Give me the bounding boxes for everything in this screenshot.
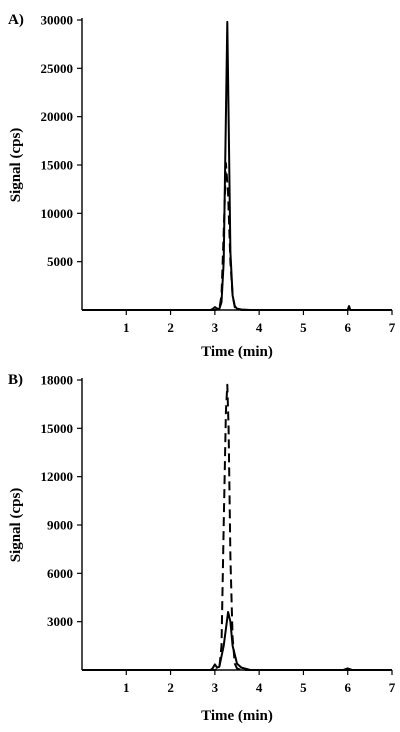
x-tick-label: 5 xyxy=(300,320,307,335)
x-tick-label: 2 xyxy=(167,320,174,335)
x-tick-label: 6 xyxy=(344,680,351,695)
y-axis-title: Signal (cps) xyxy=(8,128,24,203)
y-tick-label: 3000 xyxy=(47,614,73,629)
y-tick-label: 5000 xyxy=(47,254,73,269)
solid-trace xyxy=(82,20,392,311)
x-tick-label: 4 xyxy=(256,680,263,695)
y-tick-label: 15000 xyxy=(41,158,74,173)
y-axis-title: Signal (cps) xyxy=(8,488,24,563)
y-tick-label: 12000 xyxy=(41,469,74,484)
chart-panel-b: B) 3000 6000 9000 12000 15000 18000 1 2 3 4 5 6 7 Time… xyxy=(8,372,396,724)
y-tick-label: 30000 xyxy=(41,13,74,28)
y-tick-label: 18000 xyxy=(41,373,74,388)
x-tick-label: 4 xyxy=(256,320,263,335)
dashed-trace xyxy=(82,162,392,311)
solid-trace xyxy=(82,611,392,671)
x-tick-label: 1 xyxy=(123,320,130,335)
dashed-trace xyxy=(82,383,392,671)
x-tick-label: 7 xyxy=(389,680,396,695)
x-tick-label: 1 xyxy=(123,680,130,695)
x-axis-title: Time (min) xyxy=(201,344,273,360)
x-tick-label: 3 xyxy=(212,320,219,335)
x-tick-label: 2 xyxy=(167,680,174,695)
y-tick-label: 9000 xyxy=(47,518,73,533)
x-tick-label: 6 xyxy=(344,320,351,335)
y-tick-label: 20000 xyxy=(41,109,74,124)
panel-label: A) xyxy=(8,12,24,28)
chart-panel-a: A) 5000 10000 15000 20000 25000 30000 1 2 3 4 5 6 7 Ti… xyxy=(8,12,396,360)
x-axis-title: Time (min) xyxy=(201,708,273,724)
y-tick-label: 10000 xyxy=(41,206,74,221)
y-tick-label: 15000 xyxy=(41,421,74,436)
x-tick-label: 7 xyxy=(389,320,396,335)
panel-label: B) xyxy=(8,372,23,388)
x-tick-label: 3 xyxy=(212,680,219,695)
x-tick-label: 5 xyxy=(300,680,307,695)
y-tick-label: 25000 xyxy=(41,61,74,76)
y-tick-label: 6000 xyxy=(47,566,73,581)
